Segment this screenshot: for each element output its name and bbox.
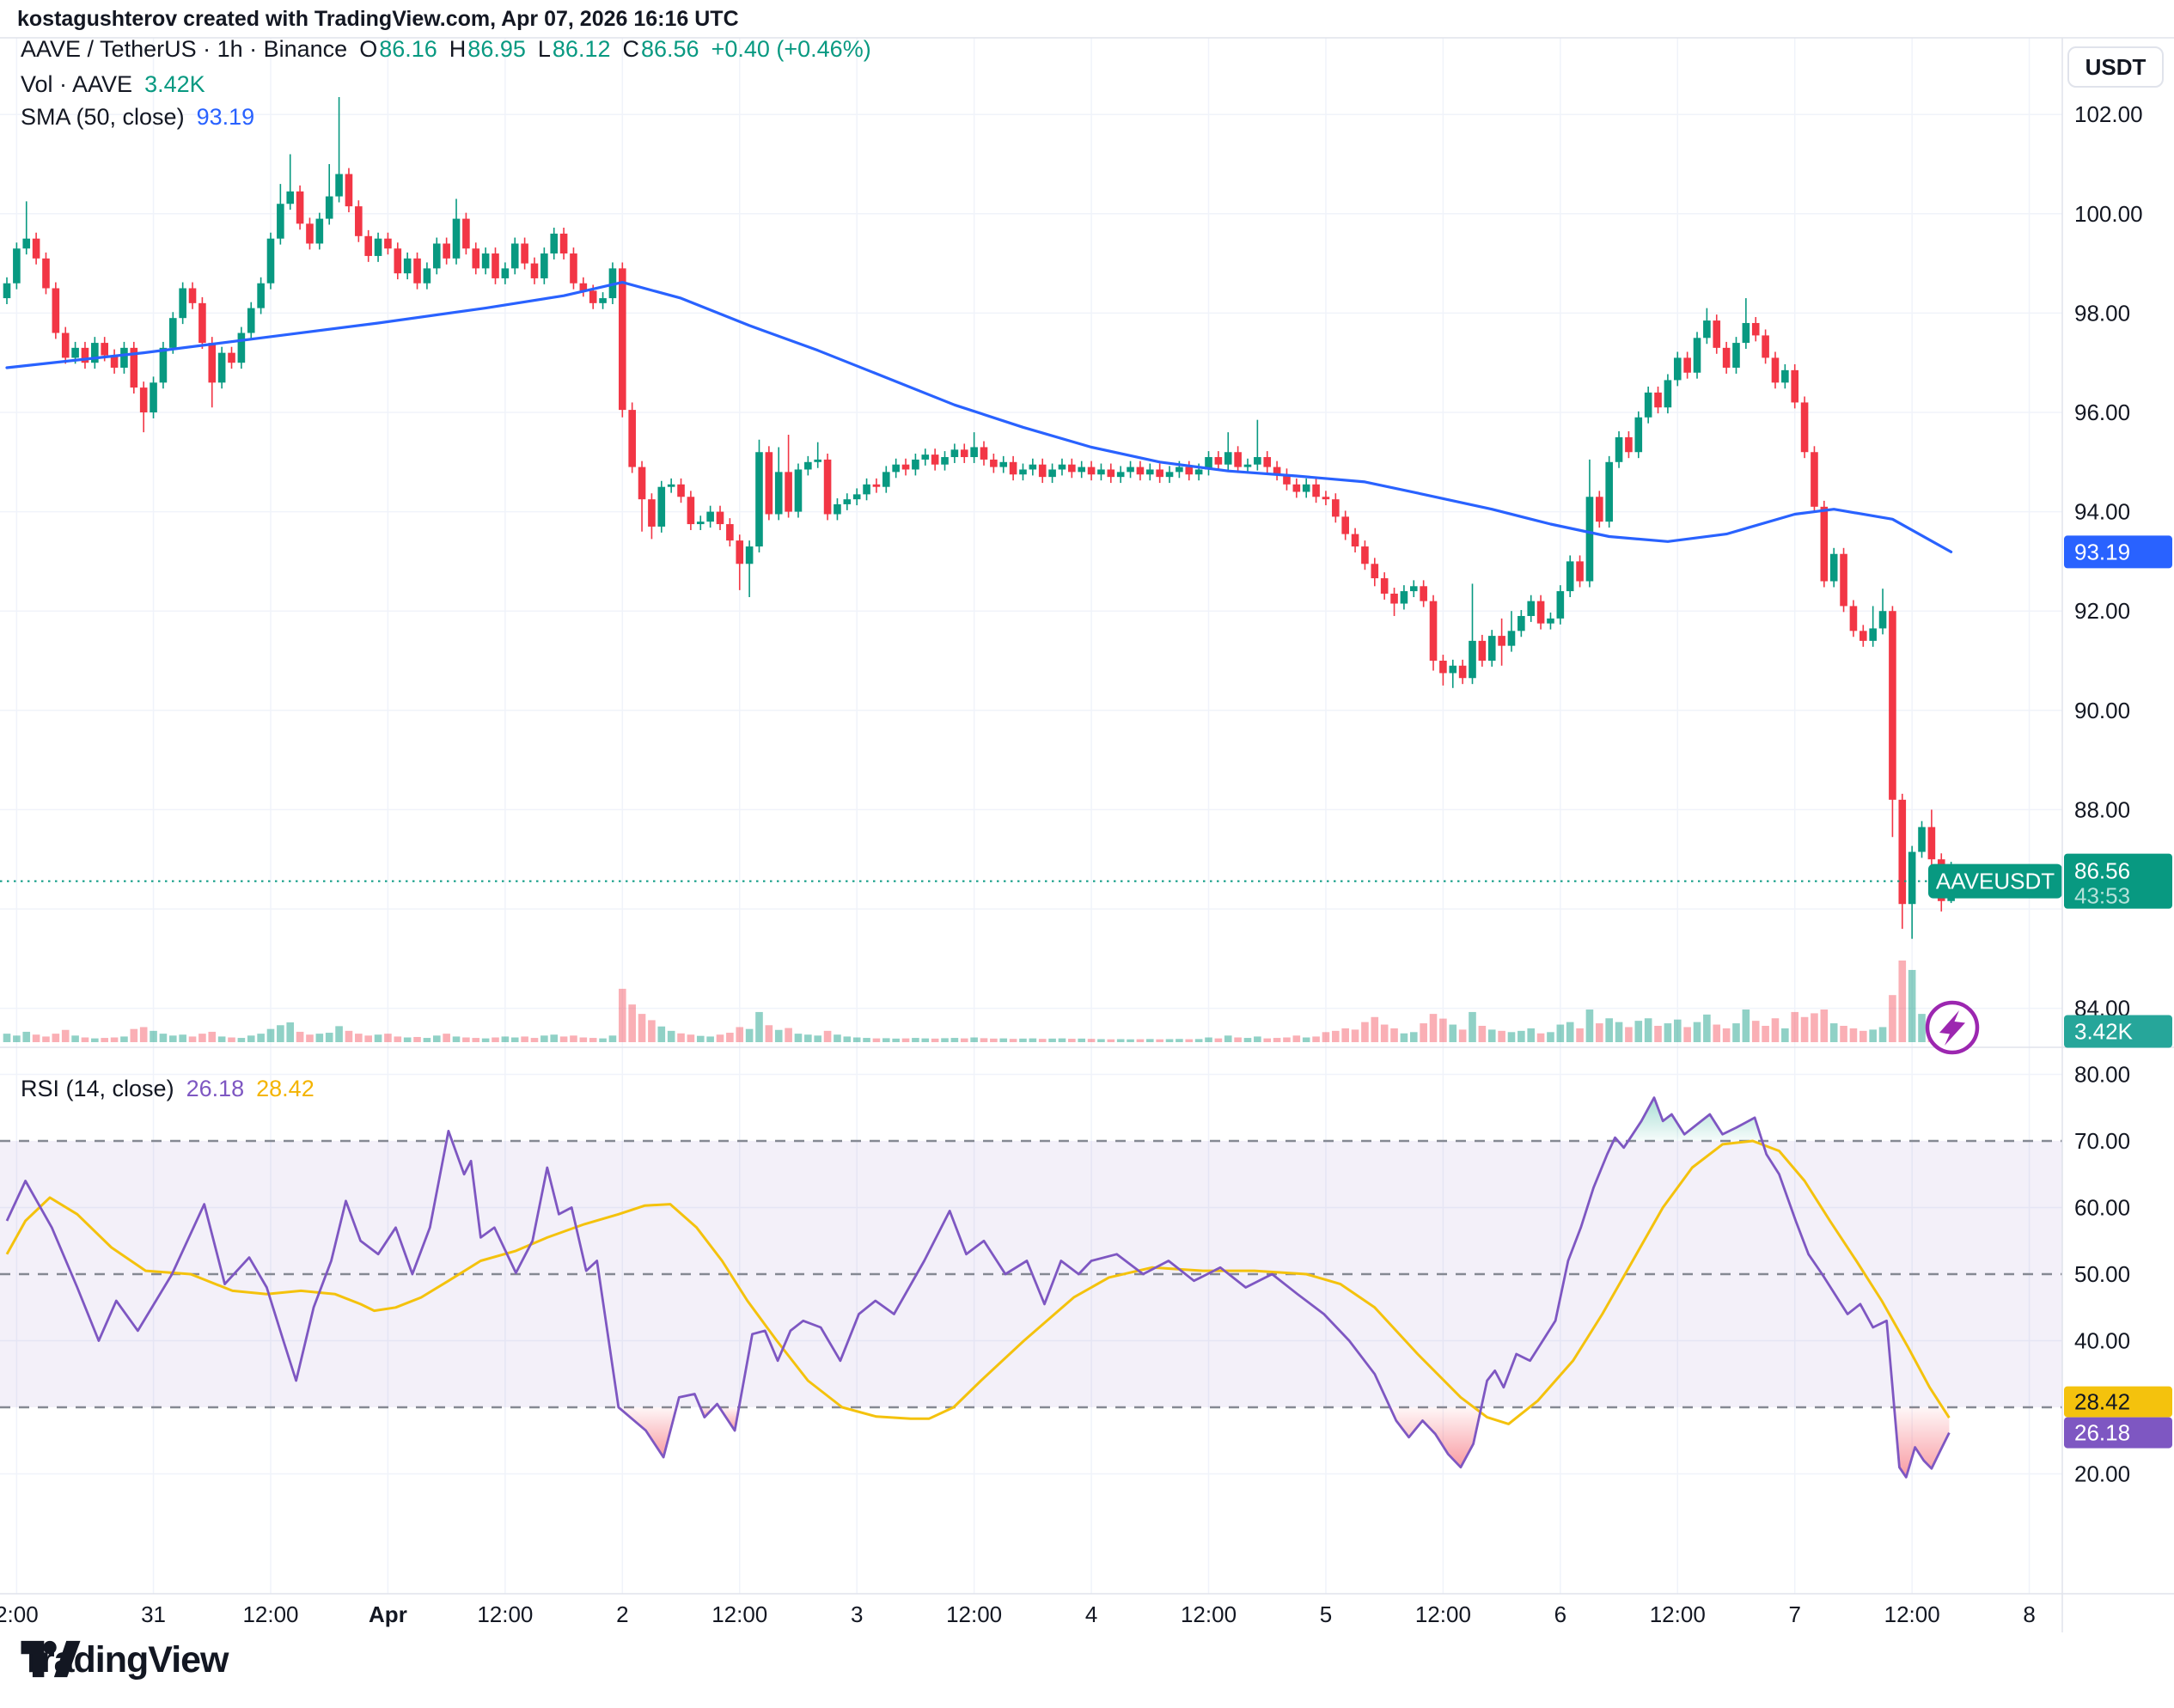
rsi-value-badge: 26.18 (2064, 1417, 2172, 1449)
legend-open: O 86.16 (359, 36, 437, 62)
time-label: 7 (1788, 1601, 1800, 1627)
time-label: 2:00 (0, 1601, 39, 1627)
legend-sma-row[interactable]: SMA (50, close) 93.19 (21, 104, 254, 131)
rsi-axis[interactable]: 80.00 70.00 60.00 50.00 40.00 20.00 (2074, 1062, 2130, 1487)
time-label: 31 (141, 1601, 166, 1627)
svg-text:94.00: 94.00 (2074, 499, 2130, 525)
svg-text:28.42: 28.42 (2074, 1389, 2130, 1415)
time-label: 12:00 (1415, 1601, 1471, 1627)
sma-value: 93.19 (196, 104, 255, 130)
svg-text:96.00: 96.00 (2074, 400, 2130, 425)
svg-text:102.00: 102.00 (2074, 101, 2143, 127)
tradingview-logo-icon (21, 1640, 81, 1678)
time-label: 12:00 (1181, 1601, 1237, 1627)
svg-text:50.00: 50.00 (2074, 1261, 2130, 1287)
price-axis[interactable]: 102.00 100.00 98.00 96.00 94.00 92.00 90.00 88.… (2074, 101, 2143, 1021)
symbol-price-tag: AAVEUSDT (1928, 863, 2062, 899)
legend-change: +0.40 (+0.46%) (711, 36, 871, 62)
legend-rsi-row[interactable]: RSI (14, close) 26.18 28.42 (21, 1076, 314, 1102)
rsi-value: 26.18 (186, 1076, 245, 1101)
svg-text:92.00: 92.00 (2074, 598, 2130, 624)
time-label: 3 (851, 1601, 863, 1627)
watermark: kostagushterov created with TradingView.… (17, 7, 739, 31)
current-price-line: AAVEUSDT (0, 863, 2062, 899)
rsi-ma-badge: 28.42 (2064, 1386, 2172, 1418)
legend-symbol: AAVE / TetherUS · 1h · Binance (21, 36, 348, 62)
time-label: Apr (369, 1601, 407, 1627)
svg-text:86.56: 86.56 (2074, 858, 2130, 884)
time-label: 12:00 (477, 1601, 533, 1627)
time-label: 12:00 (711, 1601, 767, 1627)
pane-separators (0, 37, 2174, 1632)
svg-text:AAVEUSDT: AAVEUSDT (1936, 869, 2055, 894)
rsi-ma-value: 28.42 (256, 1076, 314, 1101)
time-label: 2 (616, 1601, 628, 1627)
volume-label: Vol · AAVE (21, 71, 133, 97)
svg-text:26.18: 26.18 (2074, 1420, 2130, 1446)
time-label: 5 (1320, 1601, 1332, 1627)
svg-text:100.00: 100.00 (2074, 201, 2143, 227)
time-label: 8 (2023, 1601, 2035, 1627)
volume-value-badge: 3.42K (2064, 1015, 2172, 1048)
svg-text:80.00: 80.00 (2074, 1062, 2130, 1088)
sma-line[interactable] (5, 281, 1953, 553)
legend-low: L 86.12 (537, 36, 611, 62)
rsi-layer[interactable] (5, 1096, 1951, 1479)
svg-text:90.00: 90.00 (2074, 698, 2130, 723)
sma-label: SMA (50, close) (21, 104, 185, 130)
volume-value: 3.42K (144, 71, 205, 97)
time-label: 4 (1085, 1601, 1097, 1627)
legend-volume-row[interactable]: Vol · AAVE 3.42K (21, 71, 205, 98)
candlestick-layer[interactable] (3, 96, 1955, 939)
svg-text:88.00: 88.00 (2074, 796, 2130, 822)
legend-close: C 86.56 (622, 36, 699, 62)
time-label: 12:00 (242, 1601, 298, 1627)
svg-text:3.42K: 3.42K (2074, 1019, 2134, 1045)
svg-text:43:53: 43:53 (2074, 883, 2130, 909)
svg-text:93.19: 93.19 (2074, 539, 2130, 564)
time-label: 6 (1554, 1601, 1566, 1627)
svg-text:60.00: 60.00 (2074, 1195, 2130, 1221)
svg-text:98.00: 98.00 (2074, 300, 2130, 326)
time-label: 12:00 (946, 1601, 1002, 1627)
tradingview-logo[interactable]: TradingView (21, 1639, 229, 1681)
time-label: 12:00 (1650, 1601, 1706, 1627)
volume-layer[interactable] (3, 961, 1955, 1042)
time-label: 12:00 (1884, 1601, 1940, 1627)
svg-text:70.00: 70.00 (2074, 1128, 2130, 1154)
rsi-label: RSI (14, close) (21, 1076, 174, 1101)
sma-value-badge: 93.19 (2064, 535, 2172, 569)
svg-text:40.00: 40.00 (2074, 1328, 2130, 1354)
currency-toggle-button[interactable]: USDT (2067, 46, 2164, 88)
svg-text:20.00: 20.00 (2074, 1461, 2130, 1487)
lightning-bolt-icon[interactable] (1925, 1000, 1980, 1055)
legend-high: H 86.95 (449, 36, 526, 62)
time-axis[interactable]: 2:00 31 12:00 Apr 12:00 2 12:00 3 12:00 4 12:00 5 12… (0, 1601, 2036, 1627)
